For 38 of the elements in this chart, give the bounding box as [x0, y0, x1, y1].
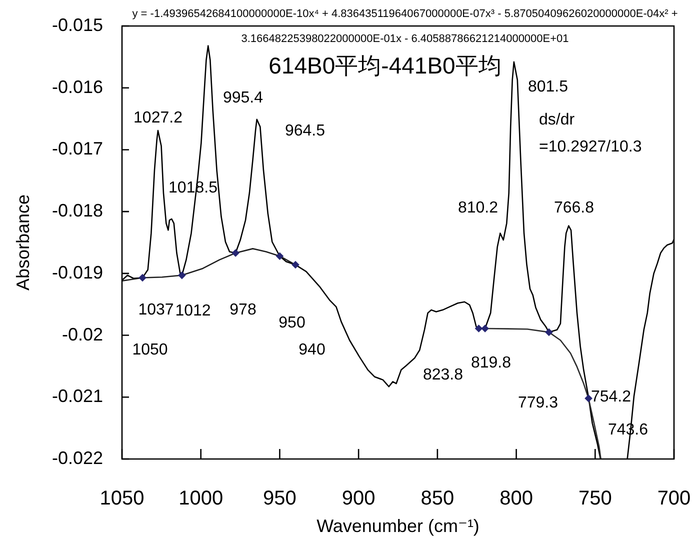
x-tick-label: 800	[500, 488, 533, 510]
annotation: 779.3	[518, 394, 558, 412]
annotation: 1027.2	[134, 109, 183, 126]
annotation: 940	[298, 341, 326, 358]
x-tick-label: 950	[263, 488, 296, 510]
x-tick-label: 700	[657, 488, 691, 510]
annotation: y = -1.49396542684100000000E-10x⁴ + 4.83643511964067000000E-07x³ - 5.87050409626020000000E-04x² + 3.16648225398022000000E-01x - 6.40588786621214000000E+01	[132, 8, 678, 46]
y-tick-label: -0.022	[52, 448, 103, 468]
annotation: =10.2927/10.3	[539, 138, 642, 156]
y-tick-label: -0.02	[62, 324, 103, 344]
y-tick-label: -0.021	[52, 386, 103, 406]
annotation: 964.5	[284, 122, 326, 140]
x-tick-label: 1000	[178, 488, 224, 510]
annotation: 810.2	[458, 199, 498, 216]
x-tick-label: 1050	[100, 488, 144, 510]
annotation: 978	[230, 301, 256, 318]
y-tick-label: -0.015	[52, 14, 103, 35]
x-tick-label: 850	[420, 488, 454, 510]
x-tick-label: 750	[578, 488, 612, 510]
text: 614B0平均-441B0平均	[268, 52, 502, 78]
annotation: 1037	[138, 301, 174, 318]
annotation: 766.8	[554, 199, 594, 216]
annotation: 995.4	[222, 89, 264, 106]
x-tick-label: 900	[342, 488, 376, 510]
y-tick-label: -0.019	[52, 262, 103, 282]
annotation: ds/dr	[539, 111, 576, 128]
annotation: 819.8	[470, 354, 512, 372]
annotation: 754.2	[590, 388, 632, 406]
annotation: 801.5	[528, 78, 568, 96]
annotation: 823.8	[422, 366, 464, 384]
annotation: 1050	[132, 341, 168, 358]
y-tick-label: -0.016	[52, 76, 103, 97]
annotation: 950	[278, 314, 306, 332]
y-tick-label: -0.018	[52, 200, 103, 221]
y-tick-label: -0.017	[52, 138, 103, 159]
x-axis-title: Wavenumber (cm⁻¹)	[316, 516, 480, 536]
annotation: 1012	[175, 302, 211, 320]
y-axis-title: Absorbance	[12, 194, 33, 291]
